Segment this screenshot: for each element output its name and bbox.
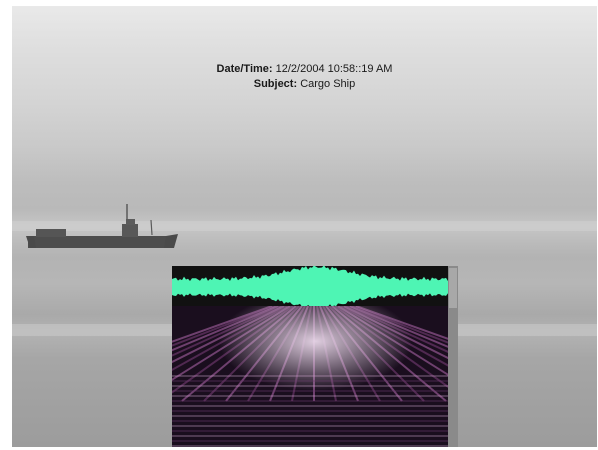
cargo-ship-icon: [26, 204, 178, 248]
subject-label: Subject:: [253, 78, 298, 90]
subject-value: Cargo Ship: [300, 78, 356, 90]
waveform-graph: [172, 265, 448, 309]
audio-waveform: [172, 265, 448, 309]
scrollbar-thumb[interactable]: [449, 268, 457, 308]
panel-scrollbar[interactable]: [448, 266, 458, 447]
spectrogram-graph: [12, 305, 597, 447]
subject-line: Subject: Cargo Ship: [12, 77, 597, 92]
datetime-line: Date/Time: 12/2/2004 10:58::19 AM: [12, 62, 597, 77]
spectrogram: [12, 305, 597, 447]
datetime-value: 12/2/2004 10:58::19 AM: [275, 63, 393, 75]
photo-caption: Date/Time: 12/2/2004 10:58::19 AM Subjec…: [12, 62, 597, 92]
datetime-label: Date/Time:: [216, 63, 273, 75]
surveillance-photo: Date/Time: 12/2/2004 10:58::19 AM Subjec…: [12, 6, 597, 447]
audio-analysis-panel: [12, 265, 597, 447]
